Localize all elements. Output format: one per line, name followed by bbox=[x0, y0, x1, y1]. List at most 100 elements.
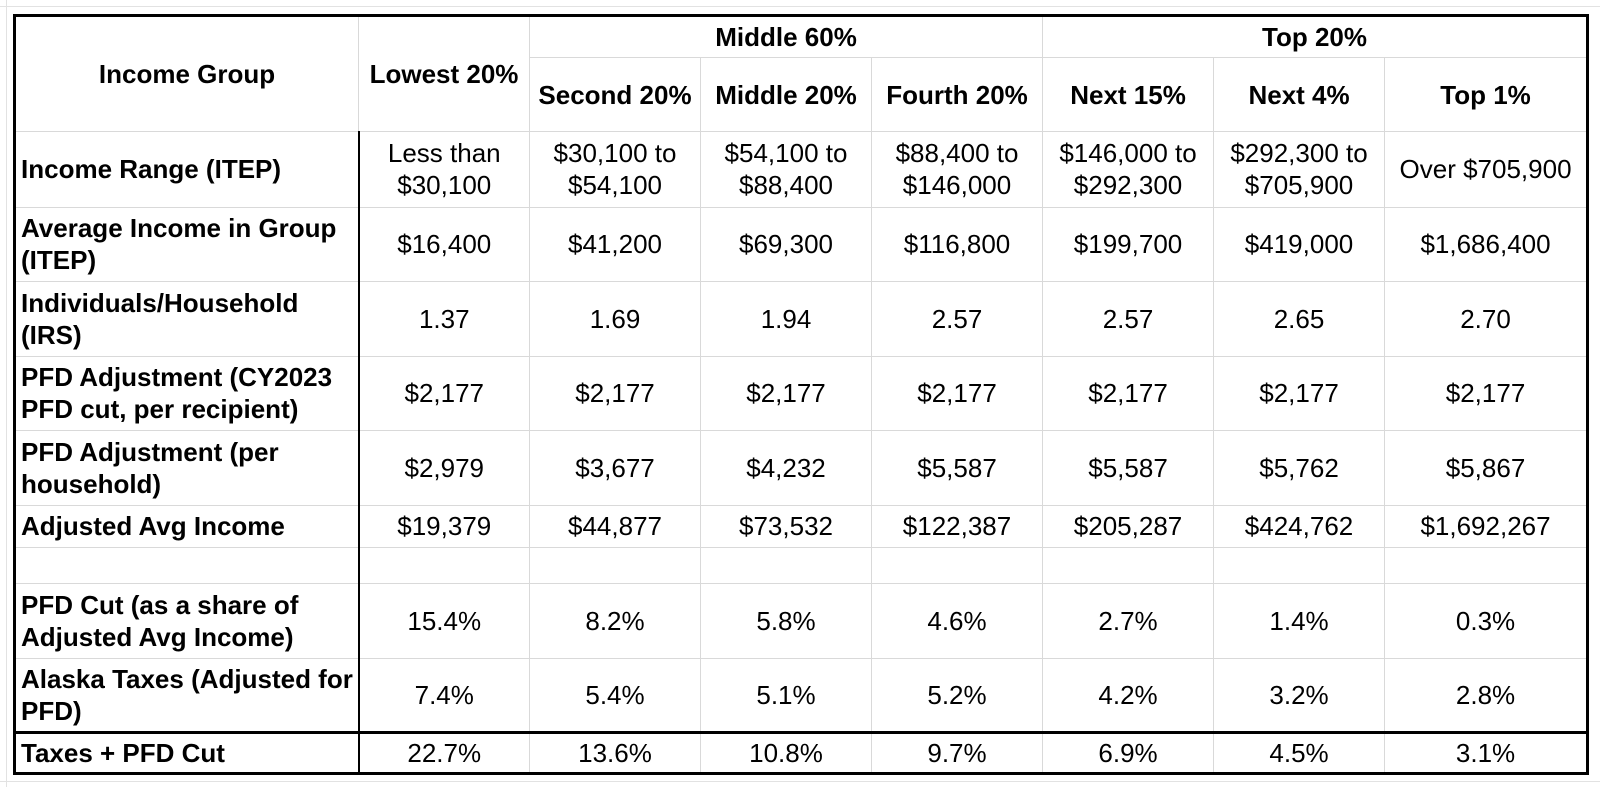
cell[interactable]: $2,177 bbox=[870, 355, 1044, 432]
cell[interactable]: $2,177 bbox=[529, 355, 701, 432]
header-income-group[interactable]: Income Group bbox=[14, 15, 359, 132]
cell[interactable]: $2,177 bbox=[1384, 355, 1590, 432]
cell[interactable]: $41,200 bbox=[529, 206, 701, 283]
header-next-15[interactable]: Next 15% bbox=[1042, 57, 1215, 132]
cell[interactable]: 4.6% bbox=[870, 583, 1044, 659]
header-second-20[interactable]: Second 20% bbox=[529, 57, 701, 132]
cell[interactable]: $5,587 bbox=[1042, 430, 1215, 506]
cell[interactable]: 5.8% bbox=[700, 583, 872, 659]
cell[interactable]: $2,177 bbox=[700, 355, 872, 432]
empty-cell[interactable] bbox=[1384, 547, 1590, 585]
table-row: PFD Adjustment (per household) $2,979 $3… bbox=[14, 430, 1590, 506]
cell[interactable]: 1.69 bbox=[529, 281, 701, 357]
header-lowest-20[interactable]: Lowest 20% bbox=[358, 15, 530, 132]
cell[interactable]: Less than $30,100 bbox=[358, 131, 530, 208]
header-fourth-20[interactable]: Fourth 20% bbox=[870, 57, 1044, 132]
header-top-1[interactable]: Top 1% bbox=[1384, 57, 1590, 132]
cell[interactable]: $122,387 bbox=[870, 504, 1044, 549]
cell[interactable]: $69,300 bbox=[700, 206, 872, 283]
cell[interactable]: $146,000 to $292,300 bbox=[1042, 131, 1215, 208]
cell[interactable]: 10.8% bbox=[700, 731, 872, 775]
cell[interactable]: $19,379 bbox=[358, 504, 530, 549]
cell[interactable]: 7.4% bbox=[358, 657, 530, 734]
cell[interactable]: $116,800 bbox=[870, 206, 1044, 283]
row-label[interactable]: PFD Adjustment (per household) bbox=[14, 430, 360, 506]
empty-cell[interactable] bbox=[1042, 547, 1215, 585]
cell[interactable]: 22.7% bbox=[358, 731, 530, 775]
cell[interactable]: $4,232 bbox=[700, 430, 872, 506]
row-label[interactable]: Individuals/Household (IRS) bbox=[14, 281, 360, 357]
header-top-20[interactable]: Top 20% bbox=[1042, 15, 1590, 58]
empty-cell[interactable] bbox=[529, 547, 701, 585]
row-label[interactable]: Taxes + PFD Cut bbox=[14, 731, 360, 775]
table-row: Individuals/Household (IRS) 1.37 1.69 1.… bbox=[14, 281, 1590, 357]
cell[interactable]: 2.8% bbox=[1384, 657, 1590, 734]
cell[interactable]: $424,762 bbox=[1213, 504, 1386, 549]
cell[interactable]: 5.2% bbox=[870, 657, 1044, 734]
empty-cell[interactable] bbox=[870, 547, 1044, 585]
cell[interactable]: $205,287 bbox=[1042, 504, 1215, 549]
cell[interactable]: $30,100 to $54,100 bbox=[529, 131, 701, 208]
row-label[interactable]: Average Income in Group (ITEP) bbox=[14, 206, 360, 283]
cell[interactable]: 4.5% bbox=[1213, 731, 1386, 775]
cell[interactable]: 6.9% bbox=[1042, 731, 1215, 775]
cell[interactable]: 5.1% bbox=[700, 657, 872, 734]
cell[interactable]: 1.94 bbox=[700, 281, 872, 357]
cell[interactable]: 3.2% bbox=[1213, 657, 1386, 734]
income-tax-table: Income Group Lowest 20% Middle 60% Top 2… bbox=[13, 14, 1590, 775]
row-label[interactable]: Adjusted Avg Income bbox=[14, 504, 360, 549]
sheet-gridline bbox=[0, 781, 1600, 782]
cell[interactable]: $2,177 bbox=[1042, 355, 1215, 432]
cell[interactable]: 2.57 bbox=[1042, 281, 1215, 357]
total-row: Taxes + PFD Cut 22.7% 13.6% 10.8% 9.7% 6… bbox=[14, 731, 1590, 775]
cell[interactable]: $1,692,267 bbox=[1384, 504, 1590, 549]
cell[interactable]: $2,979 bbox=[358, 430, 530, 506]
cell[interactable]: $5,587 bbox=[870, 430, 1044, 506]
cell[interactable]: 3.1% bbox=[1384, 731, 1590, 775]
cell[interactable]: 2.7% bbox=[1042, 583, 1215, 659]
header-next-4[interactable]: Next 4% bbox=[1213, 57, 1386, 132]
cell[interactable]: 2.57 bbox=[870, 281, 1044, 357]
cell[interactable]: $419,000 bbox=[1213, 206, 1386, 283]
empty-cell[interactable] bbox=[1213, 547, 1386, 585]
cell[interactable]: $1,686,400 bbox=[1384, 206, 1590, 283]
empty-cell[interactable] bbox=[14, 547, 360, 585]
cell[interactable]: $5,867 bbox=[1384, 430, 1590, 506]
table-row: PFD Cut (as a share of Adjusted Avg Inco… bbox=[14, 583, 1590, 659]
sheet-gridline bbox=[6, 0, 7, 787]
header-middle-20[interactable]: Middle 20% bbox=[700, 57, 872, 132]
row-label[interactable]: Income Range (ITEP) bbox=[14, 131, 360, 208]
cell[interactable]: Over $705,900 bbox=[1384, 131, 1590, 208]
cell[interactable]: $3,677 bbox=[529, 430, 701, 506]
cell[interactable]: 8.2% bbox=[529, 583, 701, 659]
cell[interactable]: 15.4% bbox=[358, 583, 530, 659]
header-middle-60[interactable]: Middle 60% bbox=[528, 15, 1044, 58]
cell[interactable]: $54,100 to $88,400 bbox=[700, 131, 872, 208]
cell[interactable]: 1.4% bbox=[1213, 583, 1386, 659]
cell[interactable]: 2.70 bbox=[1384, 281, 1590, 357]
cell[interactable]: 4.2% bbox=[1042, 657, 1215, 734]
table-row: Income Range (ITEP) Less than $30,100 $3… bbox=[14, 131, 1590, 208]
row-label[interactable]: PFD Adjustment (CY2023 PFD cut, per reci… bbox=[14, 355, 360, 432]
row-label[interactable]: PFD Cut (as a share of Adjusted Avg Inco… bbox=[14, 583, 360, 659]
cell[interactable]: $199,700 bbox=[1042, 206, 1215, 283]
cell[interactable]: $88,400 to $146,000 bbox=[870, 131, 1044, 208]
empty-cell[interactable] bbox=[700, 547, 872, 585]
cell[interactable]: 1.37 bbox=[358, 281, 530, 357]
cell[interactable]: $5,762 bbox=[1213, 430, 1386, 506]
cell[interactable]: $44,877 bbox=[529, 504, 701, 549]
cell[interactable]: 9.7% bbox=[870, 731, 1044, 775]
row-label[interactable]: Alaska Taxes (Adjusted for PFD) bbox=[14, 657, 360, 734]
empty-cell[interactable] bbox=[358, 547, 530, 585]
cell[interactable]: 13.6% bbox=[529, 731, 701, 775]
cell[interactable]: 2.65 bbox=[1213, 281, 1386, 357]
cell[interactable]: $16,400 bbox=[358, 206, 530, 283]
cell[interactable]: $2,177 bbox=[1213, 355, 1386, 432]
sheet-gridline bbox=[0, 6, 1600, 7]
cell[interactable]: 0.3% bbox=[1384, 583, 1590, 659]
cell[interactable]: $292,300 to $705,900 bbox=[1213, 131, 1386, 208]
table-row: Alaska Taxes (Adjusted for PFD) 7.4% 5.4… bbox=[14, 657, 1590, 734]
cell[interactable]: $73,532 bbox=[700, 504, 872, 549]
cell[interactable]: 5.4% bbox=[529, 657, 701, 734]
cell[interactable]: $2,177 bbox=[358, 355, 530, 432]
